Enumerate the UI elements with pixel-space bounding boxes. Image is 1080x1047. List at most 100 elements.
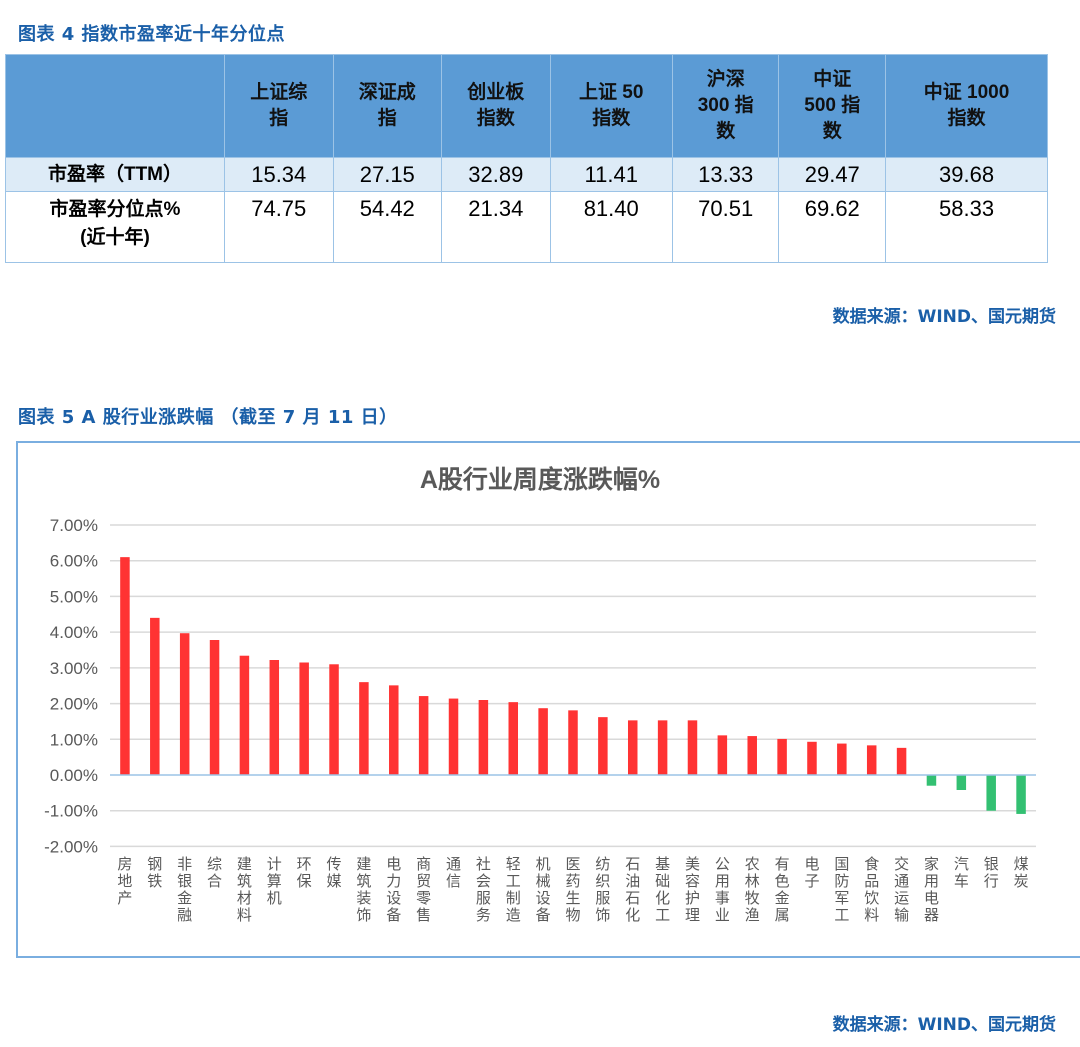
table-cell: 54.42 [332, 191, 443, 263]
bar [598, 717, 608, 775]
bar [986, 775, 996, 811]
x-tick-label: 公用事业 [715, 856, 730, 924]
x-tick-label: 环保 [297, 856, 312, 890]
header-corner-cell [5, 54, 225, 158]
bar [1016, 775, 1026, 814]
table-cell: 70.51 [671, 191, 780, 263]
figure4-source: 数据来源：WIND、国元期货 [832, 307, 1056, 327]
header-cell: 沪深 300 指数 [671, 54, 780, 158]
header-cell: 创业板 指数 [441, 54, 551, 158]
bar [568, 710, 578, 775]
x-tick-label: 轻工制造 [506, 856, 521, 924]
x-tick-label: 农林牧渔 [745, 856, 760, 924]
x-tick-label: 家用电器 [924, 856, 939, 924]
figure5-title: 图表 5 A 股行业涨跌幅 （截至 7 月 11 日） [18, 407, 398, 428]
bar [329, 664, 339, 775]
bar [389, 685, 399, 775]
x-tick-label: 医药生物 [566, 856, 581, 924]
x-tick-label: 通信 [446, 856, 461, 890]
table-cell: 81.40 [549, 191, 673, 263]
bar [448, 698, 459, 775]
table-row: 市盈率分位点% (近十年) 74.75 54.42 21.34 81.40 70.51 69.… [5, 191, 1048, 263]
header-cell: 深证成指 [332, 54, 443, 158]
y-tick-label: 3.00% [50, 659, 98, 678]
bar [478, 700, 489, 775]
x-tick-label: 综合 [207, 856, 222, 890]
x-tick-label: 钢铁 [147, 856, 162, 890]
bar [777, 738, 787, 775]
bar [418, 696, 429, 775]
chart-frame [16, 441, 1080, 958]
x-tick-label: 交通运输 [894, 855, 909, 924]
bar [956, 775, 967, 790]
bar [538, 708, 548, 775]
table-cell: 21.34 [441, 191, 551, 263]
x-tick-label: 电力设备 [386, 856, 401, 924]
x-tick-label: 计算机 [267, 856, 282, 907]
bar [359, 682, 369, 775]
bar [508, 702, 519, 775]
bar [299, 662, 309, 775]
x-tick-label: 房地产 [117, 856, 132, 907]
bar [926, 775, 937, 786]
table-cell: 15.34 [224, 157, 334, 192]
y-tick-label: 5.00% [50, 587, 98, 606]
x-tick-label: 纺织服饰 [595, 856, 610, 924]
pe-percentile-table: 上证综指 深证成指 创业板 指数 上证 50 指数 沪深 300 指数 中证 500 指… [5, 54, 1048, 263]
figure5-source: 数据来源：WIND、国元期货 [832, 1015, 1056, 1035]
table-cell: 29.47 [778, 157, 887, 192]
table-row: 市盈率（TTM） 15.34 27.15 32.89 11.41 13.33 29.47 39… [5, 157, 1048, 192]
x-tick-label: 商贸零售 [416, 856, 431, 924]
bar [239, 655, 250, 775]
x-tick-label: 社会服务 [476, 856, 491, 924]
bar [209, 640, 220, 775]
header-cell: 上证综指 [224, 54, 334, 158]
header-cell: 中证 500 指数 [778, 54, 887, 158]
y-tick-label: 7.00% [50, 516, 98, 535]
x-tick-label: 银行 [984, 856, 999, 890]
figure4-title: 图表 4 指数市盈率近十年分位点 [18, 24, 286, 45]
x-tick-label: 美容护理 [685, 856, 700, 924]
table-cell: 74.75 [224, 191, 334, 263]
bar [627, 720, 638, 775]
bar [717, 735, 728, 775]
bar [657, 720, 668, 775]
x-tick-label: 汽车 [954, 856, 969, 890]
bar [269, 660, 280, 775]
row-label: 市盈率（TTM） [5, 157, 225, 192]
bar [837, 743, 847, 775]
table-cell: 58.33 [885, 191, 1048, 263]
x-tick-label: 电子 [804, 856, 819, 890]
bar [179, 633, 190, 775]
y-tick-label: -1.00% [44, 802, 98, 821]
x-tick-label: 非银金融 [177, 856, 192, 924]
x-tick-label: 建筑材料 [237, 856, 252, 924]
bar [120, 557, 130, 775]
x-tick-label: 煤炭 [1014, 856, 1029, 890]
bar [896, 747, 907, 775]
x-tick-label: 建筑装饰 [356, 856, 371, 924]
x-tick-label: 机械设备 [536, 856, 551, 924]
y-tick-label: 2.00% [50, 695, 98, 714]
y-tick-label: 4.00% [50, 623, 98, 642]
table-cell: 27.15 [332, 157, 443, 192]
header-cell: 中证 1000 指数 [885, 54, 1048, 158]
x-tick-label: 传媒 [327, 856, 342, 890]
table-cell: 32.89 [441, 157, 551, 192]
x-tick-label: 国防军工 [834, 856, 849, 924]
bar [747, 736, 757, 775]
y-tick-label: 6.00% [50, 552, 98, 571]
x-tick-label: 石油石化 [625, 856, 640, 924]
table-cell: 39.68 [885, 157, 1048, 192]
table-cell: 11.41 [549, 157, 673, 192]
y-tick-label: 1.00% [50, 730, 98, 749]
y-tick-label: 0.00% [50, 766, 98, 785]
bar [866, 745, 877, 775]
x-tick-label: 食品饮料 [864, 856, 879, 924]
row-label: 市盈率分位点% (近十年) [5, 191, 225, 263]
bar [687, 720, 698, 775]
x-tick-label: 基础化工 [655, 856, 670, 924]
y-tick-label: -2.00% [44, 837, 98, 856]
x-tick-label: 有色金属 [775, 856, 790, 924]
